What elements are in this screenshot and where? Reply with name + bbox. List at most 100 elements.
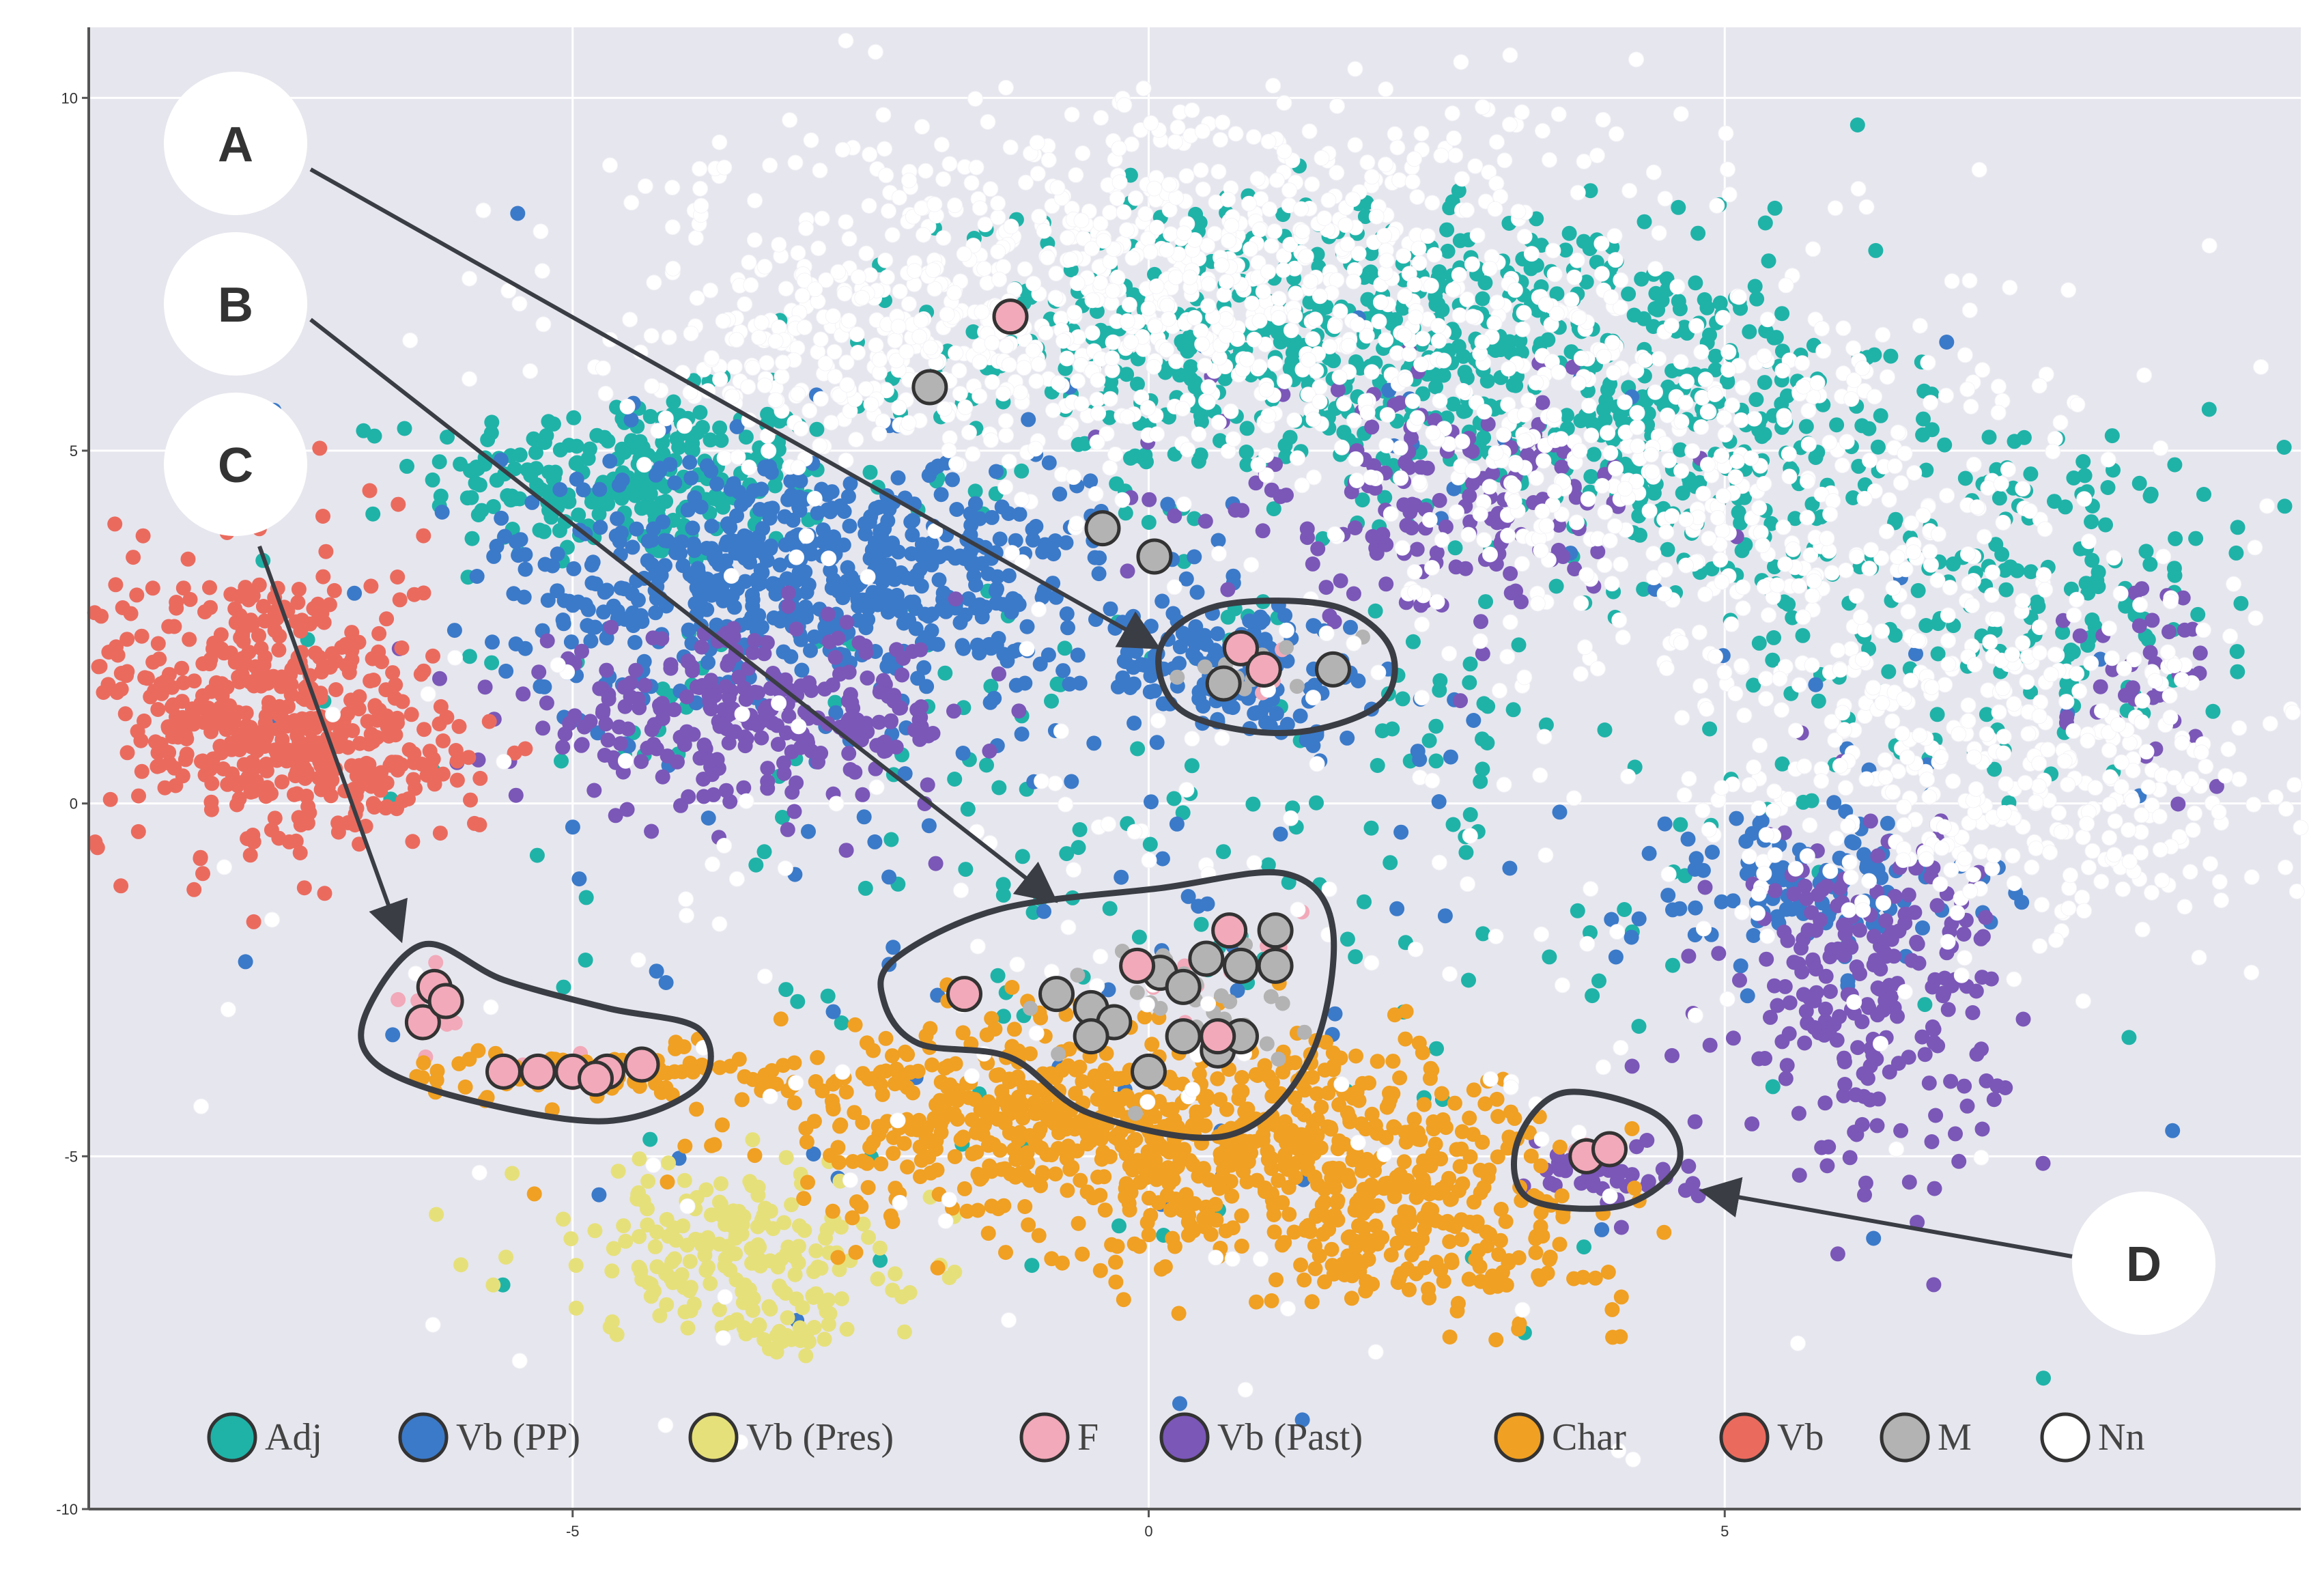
point-vb-pp xyxy=(1808,677,1824,692)
point-adj xyxy=(1558,242,1574,258)
point-vb-pp xyxy=(1060,620,1075,636)
point-char xyxy=(1249,1294,1264,1310)
point-vb-pres xyxy=(722,1315,738,1330)
point-vb-pres xyxy=(750,1237,766,1252)
point-vb-pres xyxy=(616,1218,632,1234)
point-char xyxy=(1385,1054,1401,1069)
point-vb xyxy=(257,716,273,731)
point-adj xyxy=(1478,594,1493,610)
point-vb-pp xyxy=(498,663,514,679)
point-vb-past xyxy=(2093,679,2108,694)
point-vb-pres xyxy=(771,1327,787,1342)
point-char xyxy=(1293,1257,1309,1273)
point-char xyxy=(1249,1172,1265,1188)
point-vb-past xyxy=(1508,583,1523,599)
point-vb-past xyxy=(776,755,791,771)
point-vb-past xyxy=(909,702,925,718)
point-vb-pp xyxy=(596,604,611,620)
point-char xyxy=(997,1116,1013,1131)
point-adj xyxy=(1883,348,1899,364)
point-vb-past xyxy=(789,621,804,637)
point-adj xyxy=(1873,408,1888,423)
point-char xyxy=(923,1165,939,1181)
point-adj xyxy=(1368,603,1383,619)
point-vb-pres xyxy=(818,1230,833,1246)
point-vb-pp xyxy=(1859,860,1875,875)
point-adj xyxy=(1631,1019,1647,1034)
point-vb-pres xyxy=(761,1341,777,1357)
point-adj xyxy=(1370,758,1385,773)
point-adj xyxy=(1702,721,1718,737)
point-vb-pp xyxy=(1059,606,1075,621)
point-vb xyxy=(131,788,146,804)
point-vb-pp xyxy=(983,641,999,656)
point-adj xyxy=(1634,271,1649,287)
point-char xyxy=(1006,1142,1022,1157)
point-vb xyxy=(394,640,410,656)
point-adj xyxy=(2228,545,2244,561)
point-char xyxy=(1225,1220,1241,1236)
point-char xyxy=(1613,1289,1629,1305)
point-vb-pp xyxy=(772,557,788,573)
point-vb-past xyxy=(2144,613,2160,628)
point-adj xyxy=(1929,707,1945,722)
point-char xyxy=(1044,1147,1060,1163)
point-vb-pp xyxy=(881,869,897,885)
point-adj xyxy=(484,414,500,430)
point-char xyxy=(1035,1166,1051,1182)
point-vb-past xyxy=(1832,1009,1847,1024)
point-vb-pp xyxy=(890,470,906,486)
point-adj xyxy=(1421,733,1437,748)
point-vb-past xyxy=(1965,1005,1981,1020)
point-vb-pp xyxy=(712,579,728,595)
point-char xyxy=(1275,1195,1290,1211)
point-adj xyxy=(539,427,554,443)
point-vb-pp xyxy=(1021,412,1036,427)
point-char xyxy=(1357,1234,1372,1250)
point-adj xyxy=(1239,457,1255,473)
point-char xyxy=(1461,1271,1477,1287)
point-vb-pp xyxy=(685,520,700,536)
point-adj xyxy=(1795,628,1811,643)
point-adj xyxy=(1589,255,1604,270)
point-vb-past xyxy=(1974,1121,1990,1137)
point-vb-pp xyxy=(772,613,788,629)
point-char xyxy=(1234,1208,1249,1224)
point-vb-pp xyxy=(1133,657,1149,673)
point-vb-pres xyxy=(652,1308,668,1323)
point-adj xyxy=(642,1131,658,1147)
point-char xyxy=(1552,1139,1568,1155)
point-char xyxy=(1269,1272,1284,1288)
point-vb-past xyxy=(946,703,961,719)
point-adj xyxy=(1479,735,1495,750)
point-vb-past xyxy=(787,804,802,819)
point-vb-past xyxy=(793,740,808,755)
point-vb-past xyxy=(1911,955,1927,971)
point-vb-pres xyxy=(791,1255,806,1271)
point-adj xyxy=(685,442,700,458)
point-vb-pp xyxy=(1037,537,1053,552)
point-vb-pres xyxy=(587,1223,603,1239)
point-vb-pres xyxy=(778,1150,794,1166)
point-char xyxy=(1126,1133,1142,1149)
point-vb-pres xyxy=(668,1233,684,1248)
point-char xyxy=(1575,1269,1591,1285)
point-vb-past xyxy=(747,684,763,700)
point-adj xyxy=(1774,306,1790,322)
point-char xyxy=(1454,1232,1469,1248)
point-vb-past xyxy=(1870,1007,1886,1023)
point-adj xyxy=(1829,417,1845,433)
point-vb-past xyxy=(600,732,616,748)
point-char xyxy=(955,1025,971,1041)
point-vb-pp xyxy=(624,586,640,602)
point-char xyxy=(1165,1230,1180,1246)
point-vb-past xyxy=(634,754,649,770)
point-vb-past xyxy=(701,688,717,703)
point-vb-pres xyxy=(429,1207,444,1222)
point-char xyxy=(1133,1174,1148,1190)
point-char xyxy=(1213,1171,1229,1187)
point-vb-pp xyxy=(1001,506,1017,521)
point-char xyxy=(1108,1274,1124,1290)
point-vb-pp xyxy=(906,594,922,610)
point-char xyxy=(677,1138,693,1154)
